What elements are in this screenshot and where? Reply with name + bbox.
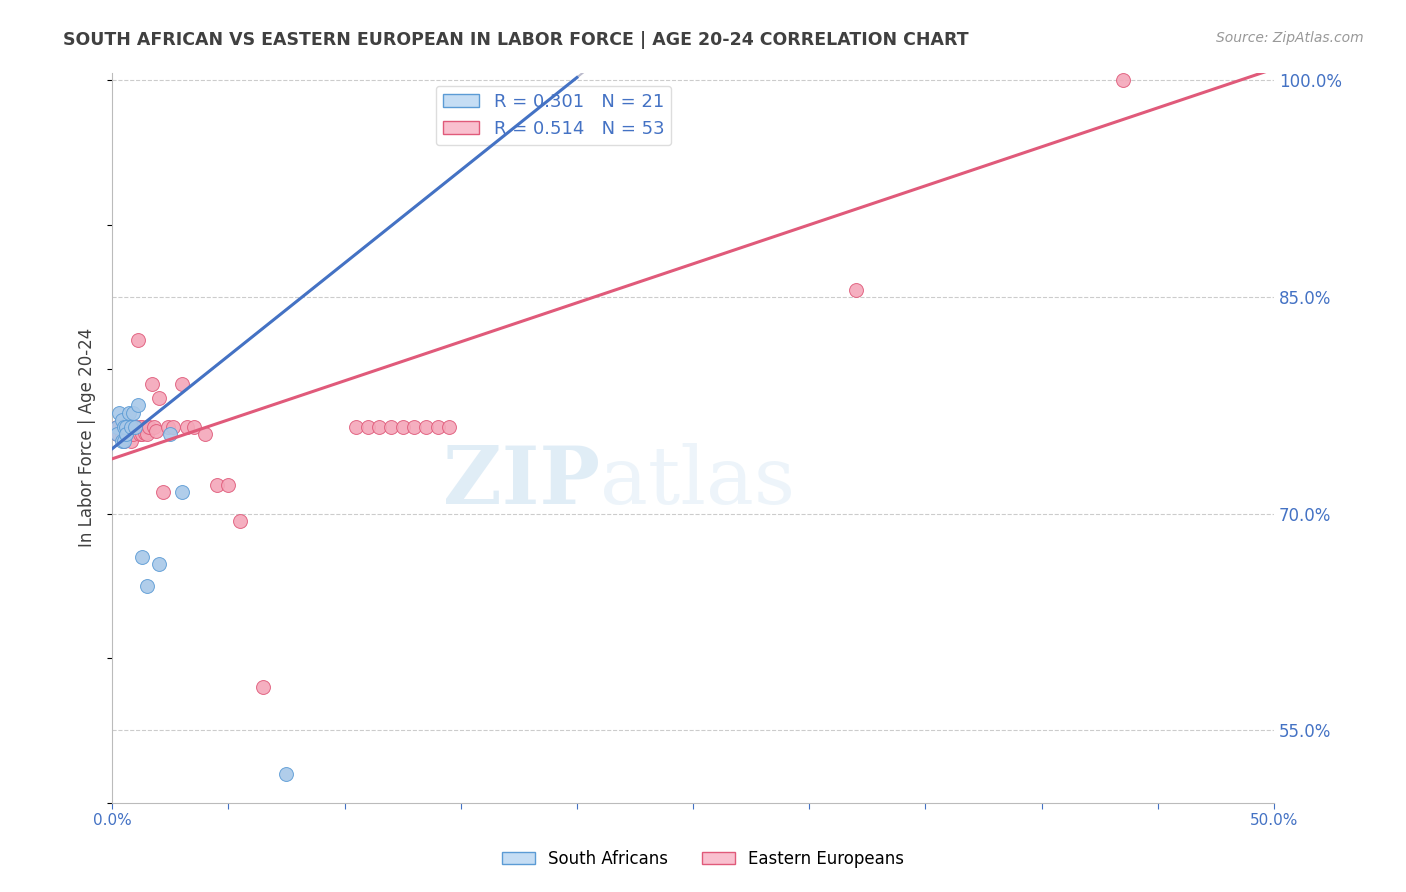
Point [115,427,138,442]
Point [136,420,159,434]
Text: atlas: atlas [600,442,796,521]
Point [112,434,135,449]
Point [229,810,252,824]
Point [229,514,252,528]
Point [108,406,131,420]
Point [156,420,179,434]
Point [120,420,142,434]
Point [122,406,145,420]
Point [134,425,156,440]
Point [380,420,402,434]
Point [117,406,139,420]
Point [131,420,153,434]
Point [194,427,217,442]
Point [138,420,160,434]
Point [105,420,128,434]
Point [136,579,159,593]
Point [108,420,131,434]
Point [120,434,142,449]
Point [415,420,437,434]
Point [170,376,193,391]
Point [110,420,132,434]
Point [105,420,128,434]
Y-axis label: In Labor Force | Age 20-24: In Labor Force | Age 20-24 [79,328,96,548]
Point [120,427,142,442]
Point [845,283,868,297]
Point [145,425,167,439]
Point [143,420,166,434]
Point [344,420,367,434]
Text: Source: ZipAtlas.com: Source: ZipAtlas.com [1216,31,1364,45]
Point [117,420,139,434]
Point [115,427,138,442]
Point [115,420,138,434]
Point [276,766,298,780]
Point [110,413,132,427]
Text: SOUTH AFRICAN VS EASTERN EUROPEAN IN LABOR FORCE | AGE 20-24 CORRELATION CHART: SOUTH AFRICAN VS EASTERN EUROPEAN IN LAB… [63,31,969,49]
Text: ZIP: ZIP [443,442,600,521]
Legend: South Africans, Eastern Europeans: South Africans, Eastern Europeans [495,844,911,875]
Point [1112,73,1135,87]
Point [357,420,380,434]
Point [136,427,159,442]
Point [112,420,135,434]
Point [148,391,170,405]
Point [110,427,132,442]
Point [122,427,145,442]
Point [105,427,128,442]
Point [122,420,145,434]
Point [112,420,135,434]
Point [131,427,153,442]
Point [117,427,139,442]
Point [129,420,152,434]
Point [105,427,128,442]
Point [205,477,228,491]
Point [124,420,146,434]
Point [170,485,193,500]
Point [148,558,170,572]
Point [112,434,135,449]
Point [183,420,205,434]
Point [162,420,184,434]
Point [127,334,149,348]
Point [129,427,152,442]
Point [124,420,146,434]
Legend: R = 0.301   N = 21, R = 0.514   N = 53: R = 0.301 N = 21, R = 0.514 N = 53 [436,86,672,145]
Point [404,420,426,434]
Point [391,420,413,434]
Point [112,427,135,442]
Point [368,420,391,434]
Point [127,398,149,412]
Point [252,680,274,694]
Point [217,477,239,491]
Point [141,376,163,391]
Point [124,420,146,434]
Point [437,420,460,434]
Point [176,420,198,434]
Point [159,427,181,442]
Point [108,427,131,442]
Point [426,420,449,434]
Point [152,485,174,500]
Point [131,549,153,564]
Point [115,420,138,434]
Point [110,434,132,449]
